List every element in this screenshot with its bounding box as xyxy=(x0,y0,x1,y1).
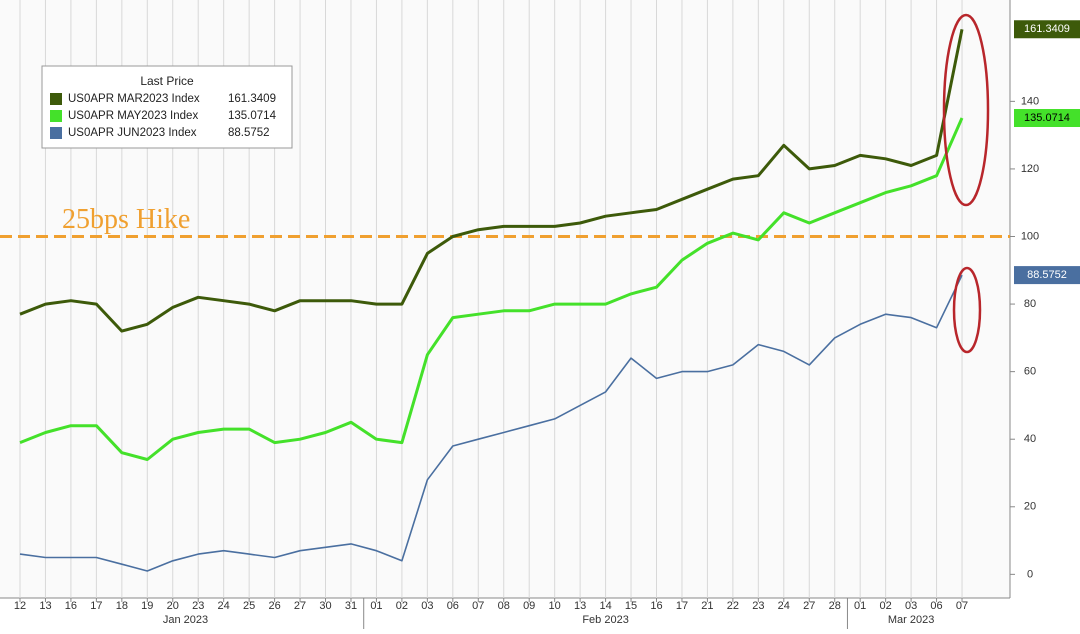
month-label: Jan 2023 xyxy=(163,614,208,626)
series-line xyxy=(19,29,964,333)
x-tick-label: 22 xyxy=(727,600,739,612)
x-tick-label: 02 xyxy=(396,600,408,612)
legend-label: US0APR MAY2023 Index xyxy=(68,110,198,122)
y-tick-label: 20 xyxy=(1024,501,1036,513)
x-tick-label: 30 xyxy=(319,600,331,612)
month-label: Feb 2023 xyxy=(582,614,628,626)
legend-label: US0APR MAR2023 Index xyxy=(68,93,200,105)
x-tick-label: 16 xyxy=(65,600,77,612)
legend-title: Last Price xyxy=(140,74,194,88)
legend-swatch xyxy=(50,93,62,105)
y-tick-label: 120 xyxy=(1021,163,1039,175)
x-tick-label: 06 xyxy=(447,600,459,612)
x-tick-label: 27 xyxy=(803,600,815,612)
x-tick-label: 10 xyxy=(549,600,561,612)
x-tick-label: 23 xyxy=(752,600,764,612)
legend-swatch xyxy=(50,110,62,122)
x-tick-label: 03 xyxy=(421,600,433,612)
last-price-box xyxy=(1014,20,1080,39)
last-price-label: 135.0714 xyxy=(1024,112,1070,124)
x-tick-label: 17 xyxy=(676,600,688,612)
last-price-box xyxy=(1014,109,1080,128)
x-tick-label: 06 xyxy=(930,600,942,612)
legend-value: 88.5752 xyxy=(228,127,270,139)
x-tick-label: 24 xyxy=(218,600,230,612)
x-tick-label: 15 xyxy=(625,600,637,612)
last-price-box xyxy=(1014,266,1080,285)
x-tick-label: 28 xyxy=(829,600,841,612)
x-tick-label: 24 xyxy=(778,600,790,612)
series-line xyxy=(19,274,963,572)
legend-value: 135.0714 xyxy=(228,110,277,122)
x-tick-label: 08 xyxy=(498,600,510,612)
x-tick-label: 13 xyxy=(39,600,51,612)
y-tick-label: 100 xyxy=(1021,230,1039,242)
legend-value: 161.3409 xyxy=(228,93,276,105)
x-tick-label: 27 xyxy=(294,600,306,612)
x-tick-label: 07 xyxy=(956,600,968,612)
highlight-ellipse xyxy=(942,13,990,207)
x-tick-label: 31 xyxy=(345,600,357,612)
x-tick-label: 16 xyxy=(650,600,662,612)
x-tick-label: 07 xyxy=(472,600,484,612)
highlight-ellipse xyxy=(952,266,982,354)
y-tick-label: 0 xyxy=(1027,568,1033,580)
x-tick-label: 23 xyxy=(192,600,204,612)
x-tick-label: 20 xyxy=(167,600,179,612)
x-tick-label: 14 xyxy=(599,600,611,612)
y-tick-label: 80 xyxy=(1024,298,1036,310)
last-price-label: 88.5752 xyxy=(1027,269,1067,281)
series-line xyxy=(19,117,964,461)
annotation-text: 25bps Hike xyxy=(62,204,190,235)
x-tick-label: 01 xyxy=(854,600,866,612)
axes: 12 13 16 17 18 19 20 23 24 25 26 27 30 31 01 02 03 06 07 08… xyxy=(14,20,1080,629)
x-tick-label: 19 xyxy=(141,600,153,612)
x-tick-label: 09 xyxy=(523,600,535,612)
month-label: Mar 2023 xyxy=(888,614,934,626)
last-price-label: 161.3409 xyxy=(1024,23,1070,35)
x-tick-label: 12 xyxy=(14,600,26,612)
x-tick-label: 25 xyxy=(243,600,255,612)
y-tick-label: 140 xyxy=(1021,95,1039,107)
x-tick-label: 17 xyxy=(90,600,102,612)
x-tick-label: 03 xyxy=(905,600,917,612)
x-tick-label: 26 xyxy=(268,600,280,612)
legend-swatch xyxy=(50,127,62,139)
x-tick-label: 01 xyxy=(370,600,382,612)
legend-box xyxy=(41,65,293,149)
legend: Last Price US0APR MAR2023 Index 161.3409 U… xyxy=(41,65,293,149)
y-tick-label: 40 xyxy=(1024,433,1036,445)
x-tick-label: 13 xyxy=(574,600,586,612)
legend-label: US0APR JUN2023 Index xyxy=(68,127,197,139)
y-tick-label: 60 xyxy=(1024,366,1036,378)
x-tick-label: 02 xyxy=(880,600,892,612)
x-tick-label: 18 xyxy=(116,600,128,612)
lines: 25bps Hike xyxy=(0,29,1010,572)
x-tick-label: 21 xyxy=(701,600,713,612)
